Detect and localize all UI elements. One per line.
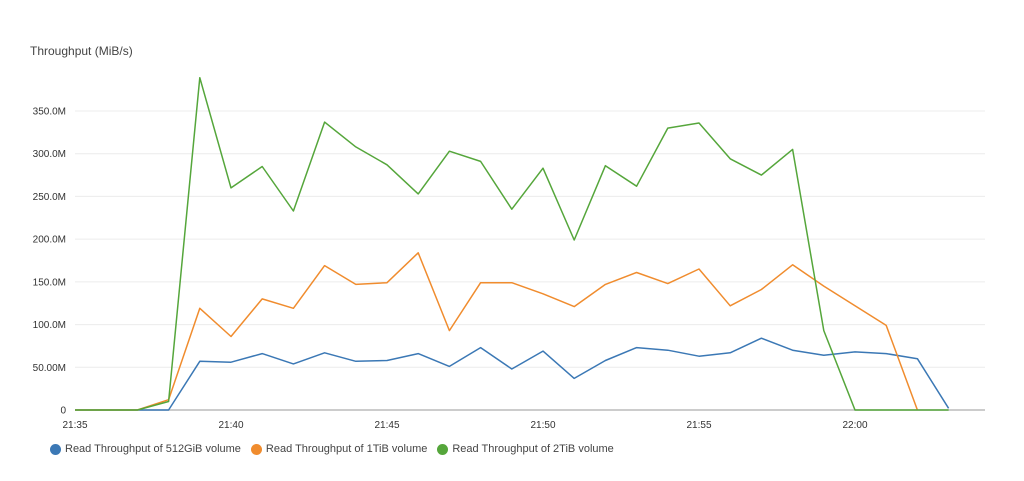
x-tick-label: 21:50: [530, 420, 555, 431]
x-tick-label: 21:40: [218, 420, 243, 431]
legend-label: Read Throughput of 1TiB volume: [265, 443, 428, 455]
y-tick-label: 0: [60, 406, 66, 417]
legend-swatch: [437, 443, 449, 455]
y-tick-label: 50.00M: [33, 363, 66, 374]
y-tick-label: 350.0M: [33, 107, 66, 118]
x-tick-label: 21:55: [686, 420, 711, 431]
x-tick-label: 21:35: [62, 420, 87, 431]
y-tick-label: 100.0M: [33, 320, 66, 331]
legend-item[interactable]: Read Throughput of 1TiB volume: [250, 443, 428, 455]
x-tick-label: 22:00: [842, 420, 867, 431]
legend-label: Read Throughput of 2TiB volume: [452, 443, 614, 455]
legend-label: Read Throughput of 512GiB volume: [65, 443, 241, 455]
series-line-0: [75, 337, 950, 411]
y-tick-label: 250.0M: [33, 192, 66, 203]
y-tick-label: 300.0M: [33, 149, 66, 160]
series-line-1: [75, 252, 919, 411]
legend-item[interactable]: Read Throughput of 2TiB volume: [437, 443, 614, 455]
y-tick-label: 200.0M: [33, 235, 66, 246]
y-tick-label: 150.0M: [33, 277, 66, 288]
legend: Read Throughput of 512GiB volume Read Thr…: [50, 443, 614, 455]
series-line-2: [75, 76, 949, 411]
y-axis-label: Throughput (MiB/s): [30, 44, 133, 58]
legend-item[interactable]: Read Throughput of 512GiB volume: [50, 443, 241, 455]
legend-swatch: [50, 443, 61, 455]
legend-swatch: [250, 443, 262, 455]
x-tick-label: 21:45: [374, 420, 399, 431]
